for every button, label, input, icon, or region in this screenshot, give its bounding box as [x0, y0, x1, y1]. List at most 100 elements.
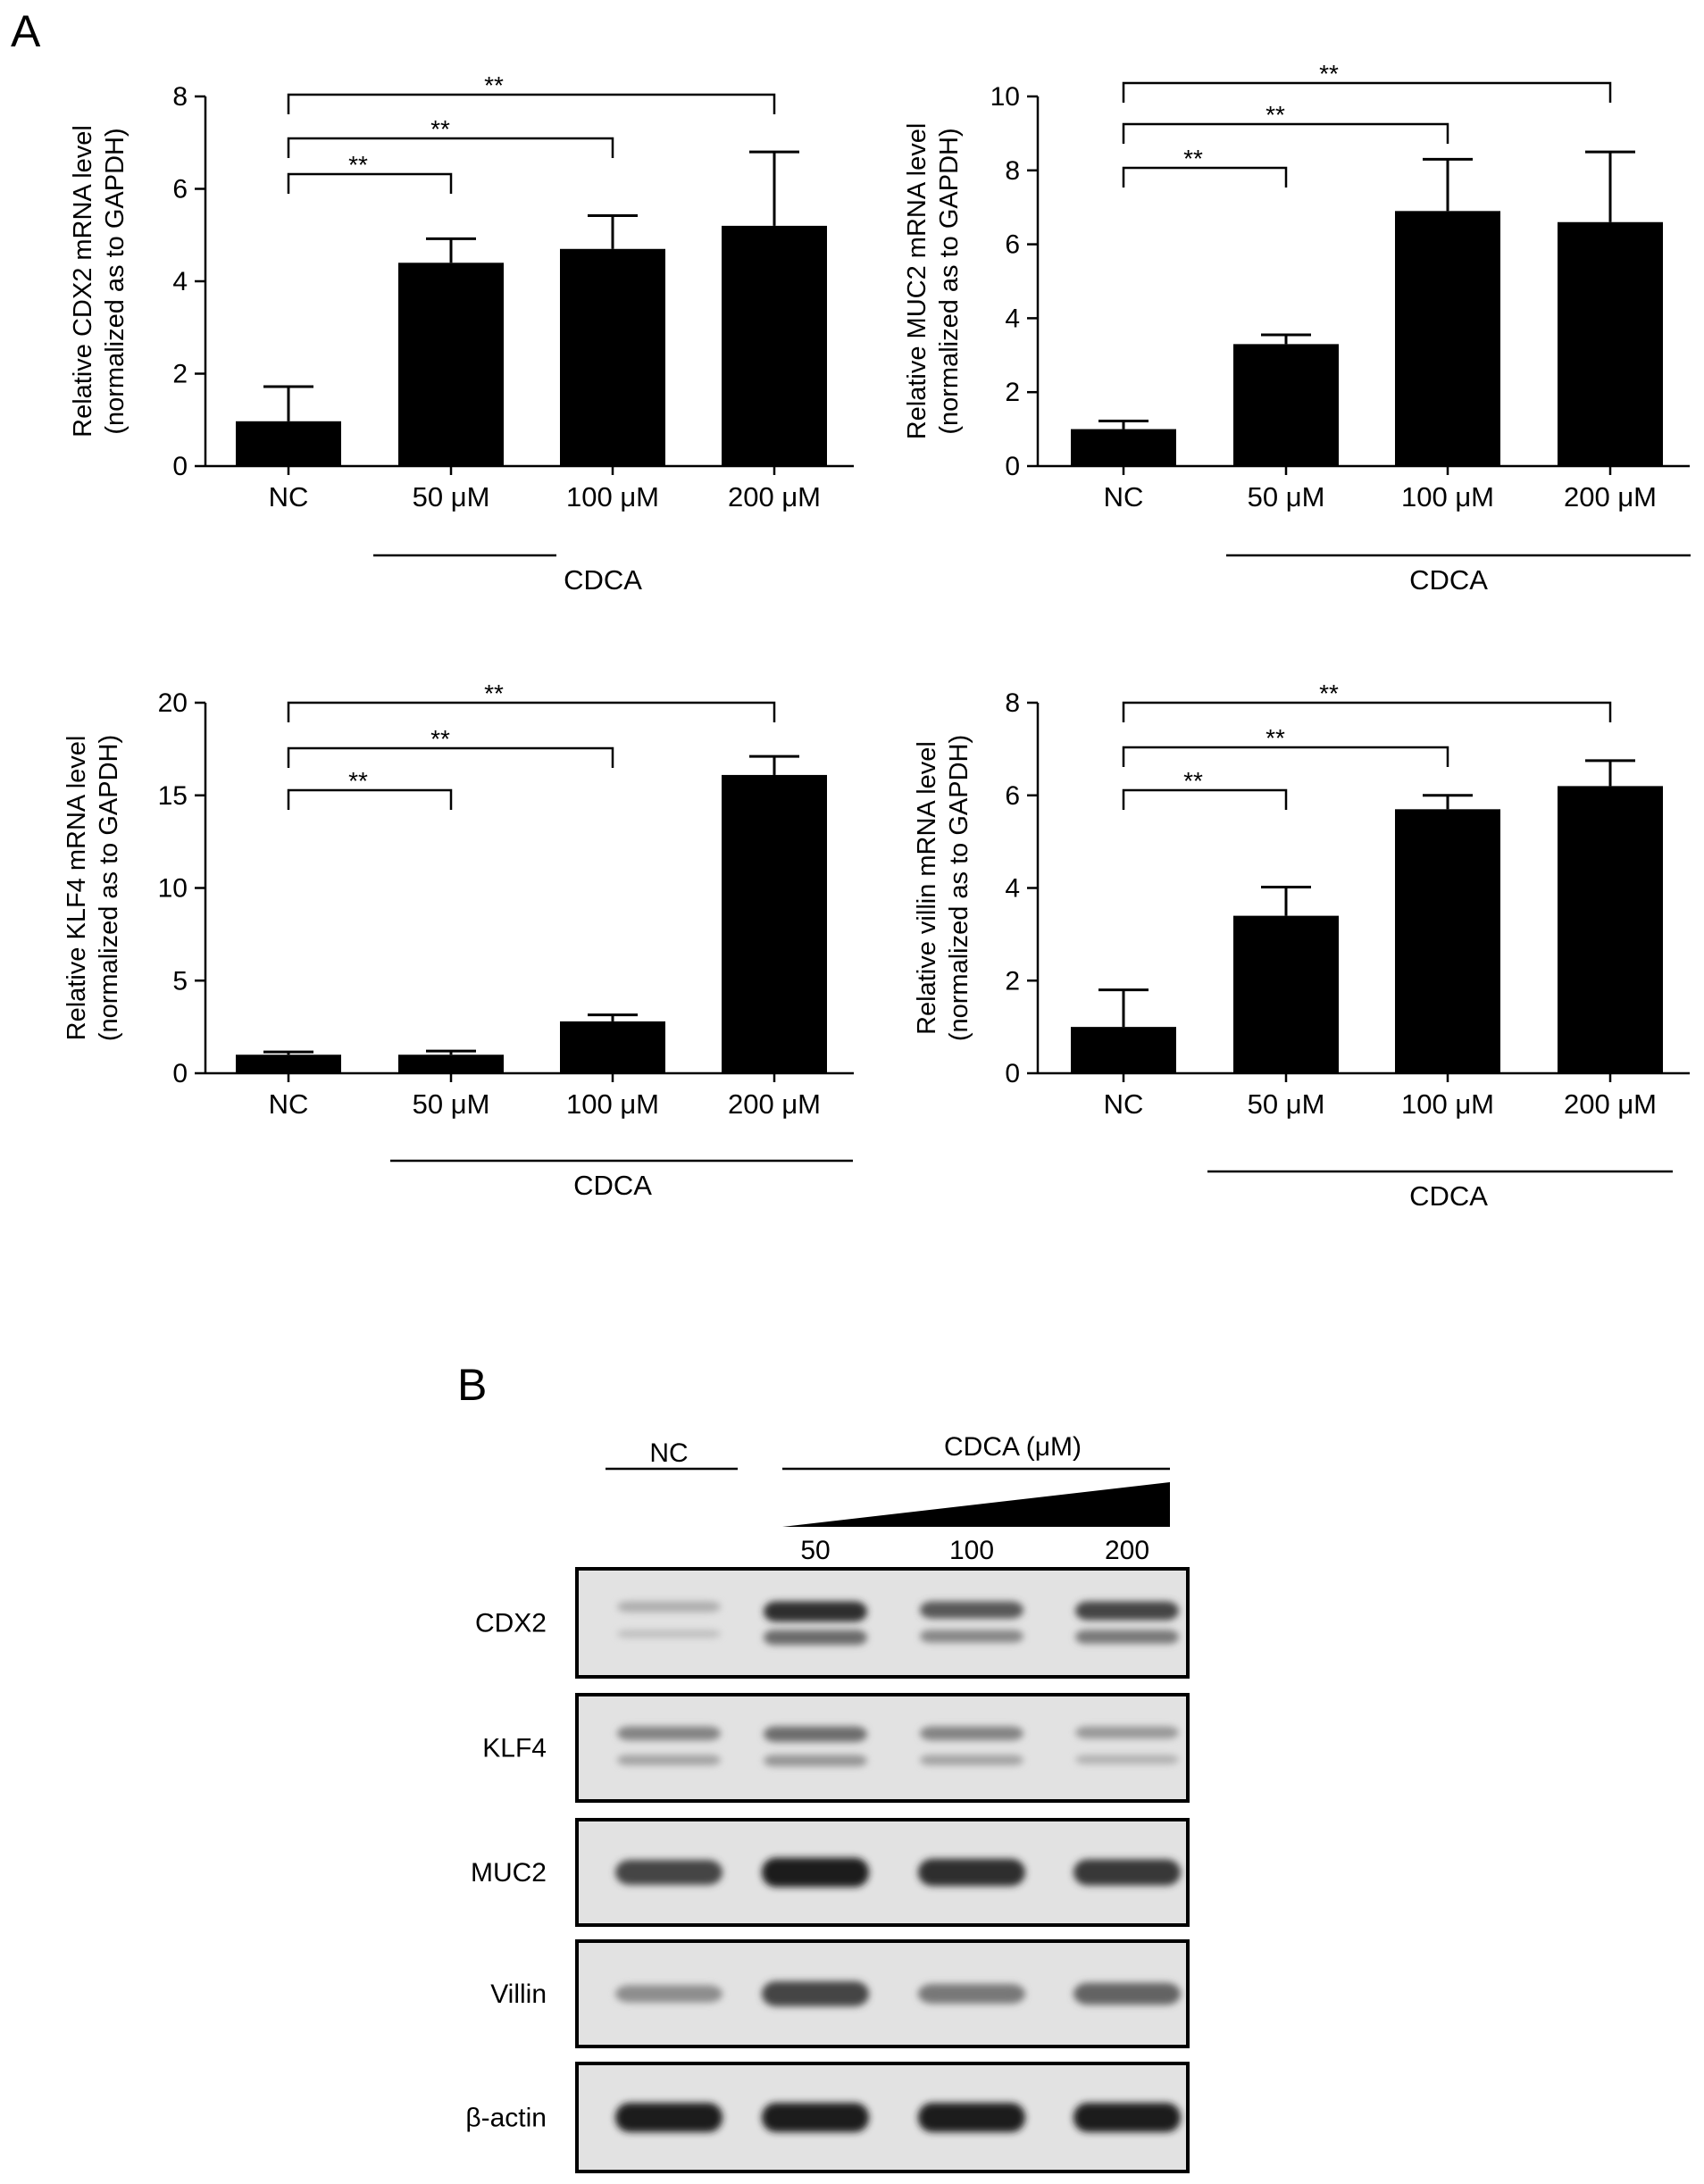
blot-band — [1075, 1755, 1179, 1764]
blot-dose-label: 50 — [800, 1536, 830, 1565]
blot-band — [762, 2103, 869, 2132]
x-category-label: 200 μM — [1564, 481, 1657, 513]
bar — [1395, 211, 1500, 466]
significance-stars: ** — [348, 151, 368, 179]
significance-stars: ** — [430, 115, 450, 143]
significance-stars: ** — [484, 71, 504, 99]
significance-stars: ** — [484, 679, 504, 707]
x-category-label: NC — [1104, 481, 1144, 513]
bar — [722, 774, 827, 1073]
y-tick-label: 6 — [1005, 230, 1020, 260]
significance-bracket — [287, 746, 614, 768]
significance-stars: ** — [1265, 101, 1285, 129]
bar — [1233, 344, 1339, 466]
bar — [1071, 1027, 1176, 1073]
y-tick-label: 0 — [1005, 452, 1020, 481]
cdx2-mrna-chart: 0 2 4 6 8 NC 50 μM 100 μM 200 μM ** ** ** CDCA Relati… — [69, 71, 854, 596]
y-tick-label: 6 — [1005, 781, 1020, 811]
blot-frame — [575, 1693, 1190, 1803]
blot-dose-label: 200 — [1105, 1536, 1149, 1565]
group-label: CDCA — [1409, 564, 1488, 596]
bar — [560, 1021, 665, 1073]
significance-bracket — [1122, 788, 1288, 810]
x-category-label: 200 μM — [728, 481, 821, 513]
significance-bracket — [287, 701, 776, 722]
group-label: CDCA — [573, 1170, 652, 1201]
y-tick-label: 15 — [158, 781, 188, 811]
bar — [1233, 915, 1339, 1073]
blot-band — [1073, 1982, 1181, 2005]
panel-b-letter: B — [457, 1360, 487, 1410]
blot-protein-label: β-actin — [465, 2104, 547, 2133]
y-tick-label: 10 — [158, 874, 188, 904]
x-category-label: 200 μM — [1564, 1088, 1657, 1120]
bar — [1558, 786, 1663, 1073]
significance-stars: ** — [1319, 679, 1339, 707]
blot-frame — [575, 1567, 1190, 1679]
blot-protein-label: Villin — [490, 1980, 547, 2009]
y-axis-label: Relative villin mRNA level (normalized as… — [913, 735, 973, 1041]
blot-band — [920, 1726, 1023, 1741]
blot-band — [1073, 2103, 1181, 2132]
significance-bracket — [1122, 81, 1612, 103]
blot-band — [615, 1985, 723, 2003]
bar — [236, 1054, 341, 1073]
x-category-label: 50 μM — [413, 481, 490, 513]
y-tick-label: 0 — [1005, 1059, 1020, 1088]
x-category-label: 50 μM — [413, 1088, 490, 1120]
panel-a-letter: A — [11, 6, 41, 56]
blot-row: Villin — [490, 1939, 1190, 2048]
x-category-label: 200 μM — [728, 1088, 821, 1120]
blot-band — [762, 1857, 869, 1888]
significance-stars: ** — [1319, 60, 1339, 88]
blot-nc-label: NC — [649, 1438, 688, 1468]
blot-band — [920, 1630, 1023, 1643]
y-tick-label: 0 — [172, 1059, 188, 1088]
blot-band — [764, 1755, 867, 1767]
bar — [1558, 221, 1663, 466]
y-tick-label: 5 — [172, 966, 188, 996]
blot-row: KLF4 — [482, 1693, 1190, 1803]
blot-row: β-actin — [465, 2062, 1190, 2173]
significance-bracket — [287, 788, 453, 810]
x-category-label: 50 μM — [1248, 481, 1325, 513]
significance-bracket — [287, 172, 453, 194]
blot-band — [615, 1860, 723, 1885]
x-category-label: 100 μM — [566, 481, 659, 513]
x-category-label: 100 μM — [566, 1088, 659, 1120]
blot-band — [918, 1858, 1025, 1887]
y-tick-label: 6 — [172, 175, 188, 204]
blot-treatment-label: CDCA (μM) — [944, 1432, 1082, 1462]
blot-band — [617, 1630, 721, 1638]
y-tick-label: 8 — [1005, 156, 1020, 186]
blot-band — [764, 1601, 867, 1622]
bar — [398, 263, 504, 466]
blot-row: MUC2 — [471, 1818, 1190, 1927]
significance-bracket — [1122, 122, 1449, 144]
muc2-mrna-chart: 0 2 4 6 8 10 NC 50 μM 100 μM 200 μM ** ** ** CDCA Rela… — [903, 60, 1691, 596]
significance-bracket — [287, 137, 614, 158]
bar — [236, 421, 341, 466]
bar — [560, 248, 665, 466]
y-tick-label: 4 — [172, 267, 188, 296]
y-tick-label: 2 — [172, 360, 188, 389]
villin-mrna-chart: 0 2 4 6 8 NC 50 μM 100 μM 200 μM ** ** ** CDCA Relati… — [913, 679, 1690, 1212]
klf4-mrna-chart: 0 5 10 15 20 NC 50 μM 100 μM 200 μM ** ** ** CDCA Rel… — [63, 679, 854, 1201]
x-category-label: NC — [1104, 1088, 1144, 1120]
y-tick-label: 20 — [158, 688, 188, 718]
significance-stars: ** — [1183, 767, 1203, 795]
group-label: CDCA — [1409, 1180, 1488, 1212]
blot-band — [617, 1726, 721, 1741]
blot-band — [920, 1755, 1023, 1765]
significance-bracket — [1122, 701, 1612, 722]
blot-band — [918, 1984, 1025, 2004]
significance-stars: ** — [430, 725, 450, 753]
blot-band — [617, 1755, 721, 1765]
blot-band — [615, 2103, 723, 2132]
blot-protein-label: MUC2 — [471, 1858, 547, 1888]
significance-stars: ** — [1265, 724, 1285, 752]
y-tick-label: 8 — [1005, 688, 1020, 718]
blot-band — [1075, 1630, 1179, 1644]
significance-bracket — [1122, 166, 1288, 188]
blot-band — [918, 2103, 1025, 2132]
